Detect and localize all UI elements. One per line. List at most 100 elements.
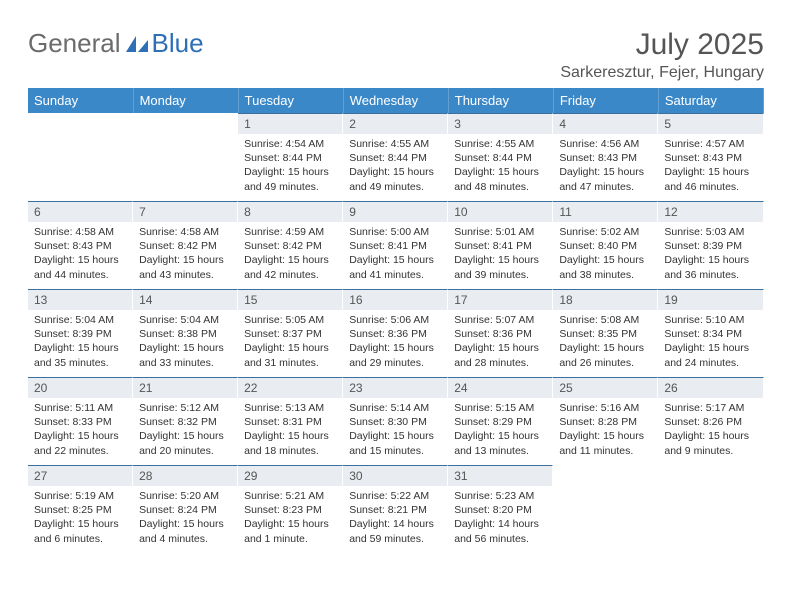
day-body: Sunrise: 5:11 AMSunset: 8:33 PMDaylight:… <box>28 398 133 464</box>
day-body: Sunrise: 5:21 AMSunset: 8:23 PMDaylight:… <box>238 486 343 552</box>
sunrise: Sunrise: 5:19 AM <box>34 489 126 503</box>
daylight: Daylight: 15 hours and 4 minutes. <box>139 517 231 545</box>
calendar-cell: 22Sunrise: 5:13 AMSunset: 8:31 PMDayligh… <box>238 377 343 465</box>
day-body: Sunrise: 5:02 AMSunset: 8:40 PMDaylight:… <box>553 222 658 288</box>
calendar-cell: 24Sunrise: 5:15 AMSunset: 8:29 PMDayligh… <box>448 377 553 465</box>
sunrise: Sunrise: 5:13 AM <box>244 401 336 415</box>
daylight: Daylight: 15 hours and 43 minutes. <box>139 253 231 281</box>
sunset: Sunset: 8:43 PM <box>664 151 756 165</box>
calendar-cell <box>133 113 238 201</box>
sunrise: Sunrise: 5:01 AM <box>454 225 546 239</box>
sunset: Sunset: 8:38 PM <box>139 327 231 341</box>
day-body: Sunrise: 4:57 AMSunset: 8:43 PMDaylight:… <box>658 134 763 200</box>
sunset: Sunset: 8:20 PM <box>454 503 546 517</box>
day-body: Sunrise: 4:58 AMSunset: 8:43 PMDaylight:… <box>28 222 133 288</box>
day-number: 27 <box>28 465 133 486</box>
day-body: Sunrise: 5:13 AMSunset: 8:31 PMDaylight:… <box>238 398 343 464</box>
day-body: Sunrise: 5:03 AMSunset: 8:39 PMDaylight:… <box>658 222 763 288</box>
day-number: 16 <box>343 289 448 310</box>
sunrise: Sunrise: 4:55 AM <box>454 137 546 151</box>
calendar-week: 1Sunrise: 4:54 AMSunset: 8:44 PMDaylight… <box>28 113 764 201</box>
day-header: Saturday <box>658 88 763 113</box>
day-number: 13 <box>28 289 133 310</box>
sunset: Sunset: 8:32 PM <box>139 415 231 429</box>
sunrise: Sunrise: 5:23 AM <box>454 489 546 503</box>
sunset: Sunset: 8:41 PM <box>454 239 546 253</box>
calendar-cell: 3Sunrise: 4:55 AMSunset: 8:44 PMDaylight… <box>448 113 553 201</box>
day-body: Sunrise: 4:58 AMSunset: 8:42 PMDaylight:… <box>133 222 238 288</box>
calendar-cell: 10Sunrise: 5:01 AMSunset: 8:41 PMDayligh… <box>448 201 553 289</box>
calendar-cell: 30Sunrise: 5:22 AMSunset: 8:21 PMDayligh… <box>343 465 448 553</box>
sunset: Sunset: 8:43 PM <box>34 239 126 253</box>
calendar-cell: 19Sunrise: 5:10 AMSunset: 8:34 PMDayligh… <box>658 289 763 377</box>
sunset: Sunset: 8:24 PM <box>139 503 231 517</box>
day-number: 19 <box>658 289 763 310</box>
daylight: Daylight: 15 hours and 29 minutes. <box>349 341 441 369</box>
daylight: Daylight: 15 hours and 9 minutes. <box>664 429 756 457</box>
title-block: July 2025 Sarkeresztur, Fejer, Hungary <box>560 28 764 82</box>
daylight: Daylight: 15 hours and 20 minutes. <box>139 429 231 457</box>
calendar-week: 6Sunrise: 4:58 AMSunset: 8:43 PMDaylight… <box>28 201 764 289</box>
sunset: Sunset: 8:44 PM <box>349 151 441 165</box>
day-body: Sunrise: 5:05 AMSunset: 8:37 PMDaylight:… <box>238 310 343 376</box>
sunrise: Sunrise: 4:55 AM <box>349 137 441 151</box>
calendar-cell: 28Sunrise: 5:20 AMSunset: 8:24 PMDayligh… <box>133 465 238 553</box>
day-body: Sunrise: 5:10 AMSunset: 8:34 PMDaylight:… <box>658 310 763 376</box>
day-number: 24 <box>448 377 553 398</box>
calendar-week: 20Sunrise: 5:11 AMSunset: 8:33 PMDayligh… <box>28 377 764 465</box>
daylight: Daylight: 15 hours and 11 minutes. <box>559 429 651 457</box>
calendar-cell: 14Sunrise: 5:04 AMSunset: 8:38 PMDayligh… <box>133 289 238 377</box>
day-body: Sunrise: 4:56 AMSunset: 8:43 PMDaylight:… <box>553 134 658 200</box>
calendar-cell <box>553 465 658 553</box>
sunset: Sunset: 8:29 PM <box>454 415 546 429</box>
logo-sail-icon <box>124 34 150 54</box>
daylight: Daylight: 15 hours and 36 minutes. <box>664 253 756 281</box>
sunrise: Sunrise: 5:17 AM <box>664 401 756 415</box>
day-body: Sunrise: 5:16 AMSunset: 8:28 PMDaylight:… <box>553 398 658 464</box>
calendar: SundayMondayTuesdayWednesdayThursdayFrid… <box>28 88 764 553</box>
calendar-cell: 17Sunrise: 5:07 AMSunset: 8:36 PMDayligh… <box>448 289 553 377</box>
day-body: Sunrise: 5:22 AMSunset: 8:21 PMDaylight:… <box>343 486 448 552</box>
daylight: Daylight: 15 hours and 48 minutes. <box>454 165 546 193</box>
calendar-cell: 16Sunrise: 5:06 AMSunset: 8:36 PMDayligh… <box>343 289 448 377</box>
sunrise: Sunrise: 5:00 AM <box>349 225 441 239</box>
sunrise: Sunrise: 4:57 AM <box>664 137 756 151</box>
month-title: July 2025 <box>560 28 764 62</box>
sunset: Sunset: 8:28 PM <box>559 415 651 429</box>
calendar-cell: 4Sunrise: 4:56 AMSunset: 8:43 PMDaylight… <box>553 113 658 201</box>
calendar-cell: 7Sunrise: 4:58 AMSunset: 8:42 PMDaylight… <box>133 201 238 289</box>
day-body: Sunrise: 5:23 AMSunset: 8:20 PMDaylight:… <box>448 486 553 552</box>
logo: General Blue <box>28 28 204 59</box>
day-number: 7 <box>133 201 238 222</box>
sunset: Sunset: 8:31 PM <box>244 415 336 429</box>
daylight: Daylight: 15 hours and 39 minutes. <box>454 253 546 281</box>
sunset: Sunset: 8:36 PM <box>454 327 546 341</box>
sunset: Sunset: 8:44 PM <box>244 151 336 165</box>
calendar-cell: 2Sunrise: 4:55 AMSunset: 8:44 PMDaylight… <box>343 113 448 201</box>
daylight: Daylight: 15 hours and 22 minutes. <box>34 429 126 457</box>
day-body: Sunrise: 4:55 AMSunset: 8:44 PMDaylight:… <box>448 134 553 200</box>
day-number: 17 <box>448 289 553 310</box>
day-body: Sunrise: 4:55 AMSunset: 8:44 PMDaylight:… <box>343 134 448 200</box>
sunset: Sunset: 8:25 PM <box>34 503 126 517</box>
sunset: Sunset: 8:33 PM <box>34 415 126 429</box>
day-number: 5 <box>658 113 763 134</box>
daylight: Daylight: 15 hours and 26 minutes. <box>559 341 651 369</box>
day-number: 20 <box>28 377 133 398</box>
calendar-cell: 5Sunrise: 4:57 AMSunset: 8:43 PMDaylight… <box>658 113 763 201</box>
sunset: Sunset: 8:42 PM <box>139 239 231 253</box>
sunset: Sunset: 8:30 PM <box>349 415 441 429</box>
sunrise: Sunrise: 5:08 AM <box>559 313 651 327</box>
calendar-cell: 15Sunrise: 5:05 AMSunset: 8:37 PMDayligh… <box>238 289 343 377</box>
sunrise: Sunrise: 5:15 AM <box>454 401 546 415</box>
day-body: Sunrise: 5:06 AMSunset: 8:36 PMDaylight:… <box>343 310 448 376</box>
daylight: Daylight: 14 hours and 56 minutes. <box>454 517 546 545</box>
sunrise: Sunrise: 5:16 AM <box>559 401 651 415</box>
day-header: Thursday <box>448 88 553 113</box>
calendar-cell: 12Sunrise: 5:03 AMSunset: 8:39 PMDayligh… <box>658 201 763 289</box>
sunrise: Sunrise: 5:11 AM <box>34 401 126 415</box>
calendar-cell: 9Sunrise: 5:00 AMSunset: 8:41 PMDaylight… <box>343 201 448 289</box>
sunset: Sunset: 8:37 PM <box>244 327 336 341</box>
sunrise: Sunrise: 5:20 AM <box>139 489 231 503</box>
day-body: Sunrise: 5:07 AMSunset: 8:36 PMDaylight:… <box>448 310 553 376</box>
